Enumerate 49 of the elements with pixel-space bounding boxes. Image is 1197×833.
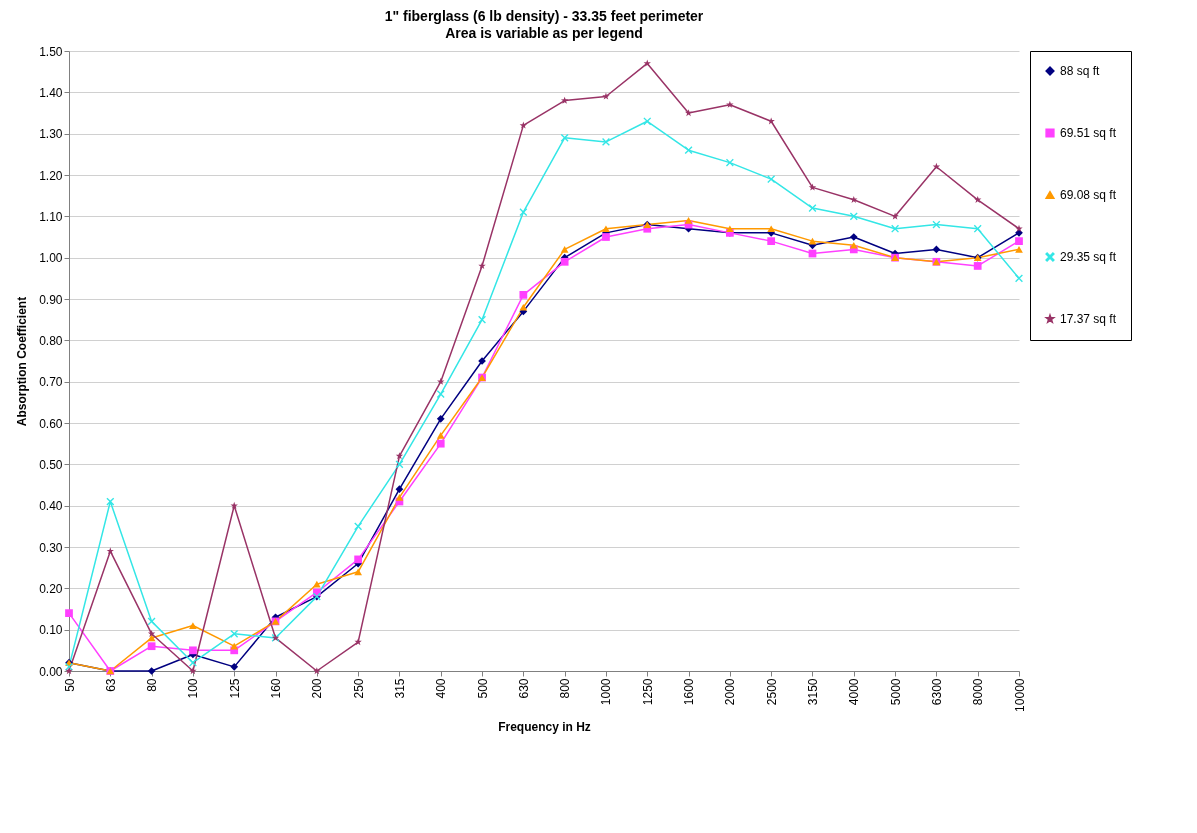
- legend-label: 69.08 sq ft: [1060, 188, 1117, 202]
- y-tick-label: 1.50: [39, 44, 63, 59]
- x-tick-label: 4000: [847, 678, 862, 706]
- x-tick-label: 125: [227, 678, 242, 699]
- x-tick-label: 1250: [640, 678, 655, 706]
- x-tick-label: 3150: [805, 678, 820, 706]
- x-tick-label: 250: [351, 678, 366, 699]
- x-axis-title: Frequency in Hz: [498, 719, 591, 734]
- y-tick-label: 0.20: [39, 581, 63, 596]
- x-tick-label: 80: [145, 678, 160, 692]
- legend-label: 17.37 sq ft: [1060, 312, 1117, 326]
- x-tick-label: 630: [516, 678, 531, 699]
- x-tick-label: 2000: [723, 678, 738, 706]
- x-tick-label: 500: [475, 678, 490, 699]
- x-tick-label: 200: [310, 678, 325, 699]
- x-tick-label: 1000: [599, 678, 614, 706]
- x-tick-label: 400: [434, 678, 449, 699]
- y-tick-label: 0.40: [39, 499, 63, 514]
- y-tick-label: 0.00: [39, 664, 63, 679]
- legend-label: 69.51 sq ft: [1060, 126, 1117, 140]
- x-tick-label: 63: [103, 678, 118, 692]
- chart-title: 1" fiberglass (6 lb density) - 33.35 feet perimeter: [384, 8, 704, 24]
- legend-label: 29.35 sq ft: [1060, 250, 1117, 264]
- y-tick-label: 1.10: [39, 209, 63, 224]
- y-tick-label: 0.10: [39, 623, 63, 638]
- y-tick-label: 1.40: [39, 85, 63, 100]
- y-tick-label: 0.80: [39, 333, 63, 348]
- x-tick-label: 10000: [1012, 678, 1027, 712]
- y-tick-label: 0.60: [39, 416, 63, 431]
- y-tick-label: 0.50: [39, 457, 63, 472]
- x-tick-label: 6300: [929, 678, 944, 706]
- y-tick-label: 1.20: [39, 168, 63, 183]
- chart-subtitle: Area is variable as per legend: [445, 25, 643, 41]
- x-tick-label: 5000: [888, 678, 903, 706]
- y-tick-label: 0.70: [39, 375, 63, 390]
- x-tick-label: 1600: [682, 678, 697, 706]
- y-axis-title: Absorption Coefficient: [15, 296, 30, 427]
- y-tick-label: 1.00: [39, 251, 63, 266]
- y-tick-label: 1.30: [39, 127, 63, 142]
- y-tick-label: 0.30: [39, 540, 63, 555]
- x-tick-label: 100: [186, 678, 201, 699]
- x-tick-label: 2500: [764, 678, 779, 706]
- x-tick-label: 800: [558, 678, 573, 699]
- x-tick-label: 8000: [971, 678, 986, 706]
- legend-label: 88 sq ft: [1060, 64, 1101, 78]
- y-tick-label: 0.90: [39, 292, 63, 307]
- x-tick-label: 50: [62, 678, 77, 692]
- x-tick-label: 160: [269, 678, 284, 699]
- x-tick-label: 315: [392, 678, 407, 699]
